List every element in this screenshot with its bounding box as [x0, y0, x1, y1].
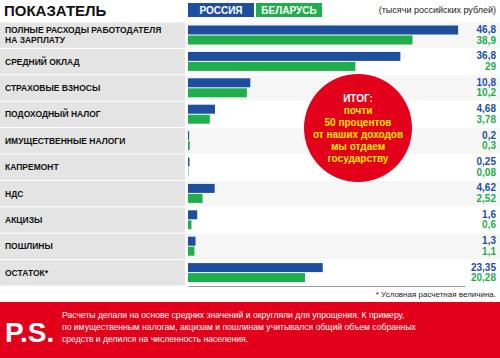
- data-label: 46,8: [477, 24, 497, 35]
- bar: [188, 237, 196, 246]
- annotation-circle: [304, 74, 412, 182]
- bar: [188, 115, 210, 124]
- data-label: 0,6: [482, 219, 496, 230]
- row-backgrounds: [0, 23, 500, 286]
- data-label: 38,9: [477, 35, 497, 46]
- row-stripe: [185, 128, 500, 153]
- annotation: ИТОГ:почти50 процентовот наших доходовмы…: [304, 74, 412, 182]
- category-label: ОСТАТОК*: [5, 268, 49, 278]
- bar: [188, 52, 400, 61]
- category-label: НДС: [5, 189, 23, 199]
- ps-text: Расчеты делали на основе средних значени…: [62, 310, 404, 320]
- category-label: ИМУЩЕСТВЕННЫЕ НАЛОГИ: [5, 136, 125, 146]
- data-label: 36,8: [477, 50, 497, 61]
- legend: РОССИЯ БЕЛАРУСЬ: [188, 3, 322, 17]
- bar: [188, 210, 197, 219]
- category-label: АКЦИЗЫ: [5, 215, 42, 225]
- ps-text: по имущественным налогам, акцизам и пошл…: [62, 322, 417, 332]
- category-label: ПОДОХОДНЫЙ НАЛОГ: [5, 108, 101, 119]
- data-label: 0,08: [477, 167, 497, 178]
- row-stripe: [185, 207, 500, 232]
- bar: [188, 88, 247, 97]
- bar: [188, 220, 191, 229]
- data-label: 1,6: [482, 209, 496, 220]
- data-label: 2,52: [477, 193, 497, 204]
- row-stripe: [185, 49, 500, 74]
- data-label: 10,2: [477, 87, 497, 98]
- data-label: 3,78: [477, 114, 497, 125]
- legend-swatch: [188, 3, 254, 17]
- data-label: 1,1: [482, 246, 496, 257]
- bar: [188, 194, 203, 203]
- category-label: СРЕДНИЙ ОКЛАД: [5, 56, 80, 67]
- category-labels: ПОЛНЫЕ РАСХОДЫ РАБОТОДАТЕЛЯНА ЗАРПЛАТУ СР…: [5, 25, 161, 278]
- chart: ПОКАЗАТЕЛЬ (тысячи российских рублей) РОСС…: [0, 0, 500, 358]
- annotation-line: 50 процентов: [325, 117, 392, 128]
- bars: [188, 26, 458, 283]
- row-background: [0, 49, 185, 74]
- ps-background: [0, 302, 500, 358]
- annotation-line: мы отдаем: [331, 141, 385, 152]
- legend-label: БЕЛАРУСЬ: [261, 5, 316, 16]
- data-label: 0,25: [477, 156, 497, 167]
- bar: [188, 141, 190, 150]
- data-label: 23,35: [471, 262, 496, 273]
- category-label: ПОЛНЫЕ РАСХОДЫ РАБОТОДАТЕЛЯНА ЗАРПЛАТУ: [5, 25, 161, 46]
- data-label: 0,3: [482, 140, 496, 151]
- bar: [188, 263, 323, 272]
- row-background: [0, 234, 185, 259]
- row-background: [0, 23, 185, 48]
- bar: [188, 62, 355, 71]
- row-background: [0, 260, 185, 285]
- bar: [188, 168, 189, 177]
- ps-text: средств и делился на численность населен…: [62, 334, 248, 344]
- ps-block: P.S. Расчеты делали на основе средних зна…: [0, 302, 500, 358]
- annotation-line: ИТОГ:: [343, 93, 373, 104]
- legend-swatch: [256, 3, 322, 17]
- bar: [188, 273, 305, 282]
- legend-label: РОССИЯ: [199, 5, 242, 16]
- category-label: СТРАХОВЫЕ ВЗНОСЫ: [5, 83, 100, 93]
- data-label: 29: [485, 61, 497, 72]
- row-background: [0, 207, 185, 232]
- bar: [188, 247, 194, 256]
- bar: [188, 78, 250, 87]
- data-label: 4,62: [477, 182, 497, 193]
- bar: [188, 184, 215, 193]
- data-labels: 46,8 36,8 10,8 4,68 0,2 0,25 4,62 1,6 1,3 23,35 38…: [471, 24, 496, 283]
- row-stripe: [185, 23, 500, 48]
- category-label: КАПРЕМОНТ: [5, 162, 59, 172]
- data-label: 1,3: [482, 235, 496, 246]
- title: ПОКАЗАТЕЛЬ: [4, 2, 107, 19]
- row-background: [0, 155, 185, 180]
- x-axis: [189, 286, 466, 287]
- row-background: [0, 102, 185, 127]
- row-stripe: [185, 181, 500, 206]
- annotation-line: почти: [344, 105, 373, 116]
- bar: [188, 131, 189, 140]
- footnote: * Условная расчетная величина.: [376, 290, 496, 299]
- axis-line: [189, 286, 466, 287]
- data-label: 10,8: [477, 77, 497, 88]
- bar: [188, 158, 189, 167]
- row-background: [0, 181, 185, 206]
- row-background: [0, 128, 185, 153]
- bar: [188, 26, 458, 35]
- data-label: 4,68: [477, 103, 497, 114]
- subtitle: (тысячи российских рублей): [379, 5, 496, 15]
- bar: [188, 36, 412, 45]
- row-stripe: [185, 260, 500, 285]
- data-label: 0,2: [482, 130, 496, 141]
- data-label: 20,28: [471, 272, 496, 283]
- bar: [188, 105, 215, 114]
- row-stripe: [185, 234, 500, 259]
- ps-label: P.S.: [5, 317, 54, 348]
- category-label: ПОШЛИНЫ: [5, 241, 53, 251]
- annotation-line: государству: [328, 153, 389, 164]
- row-background: [0, 75, 185, 100]
- annotation-line: от наших доходов: [313, 129, 403, 140]
